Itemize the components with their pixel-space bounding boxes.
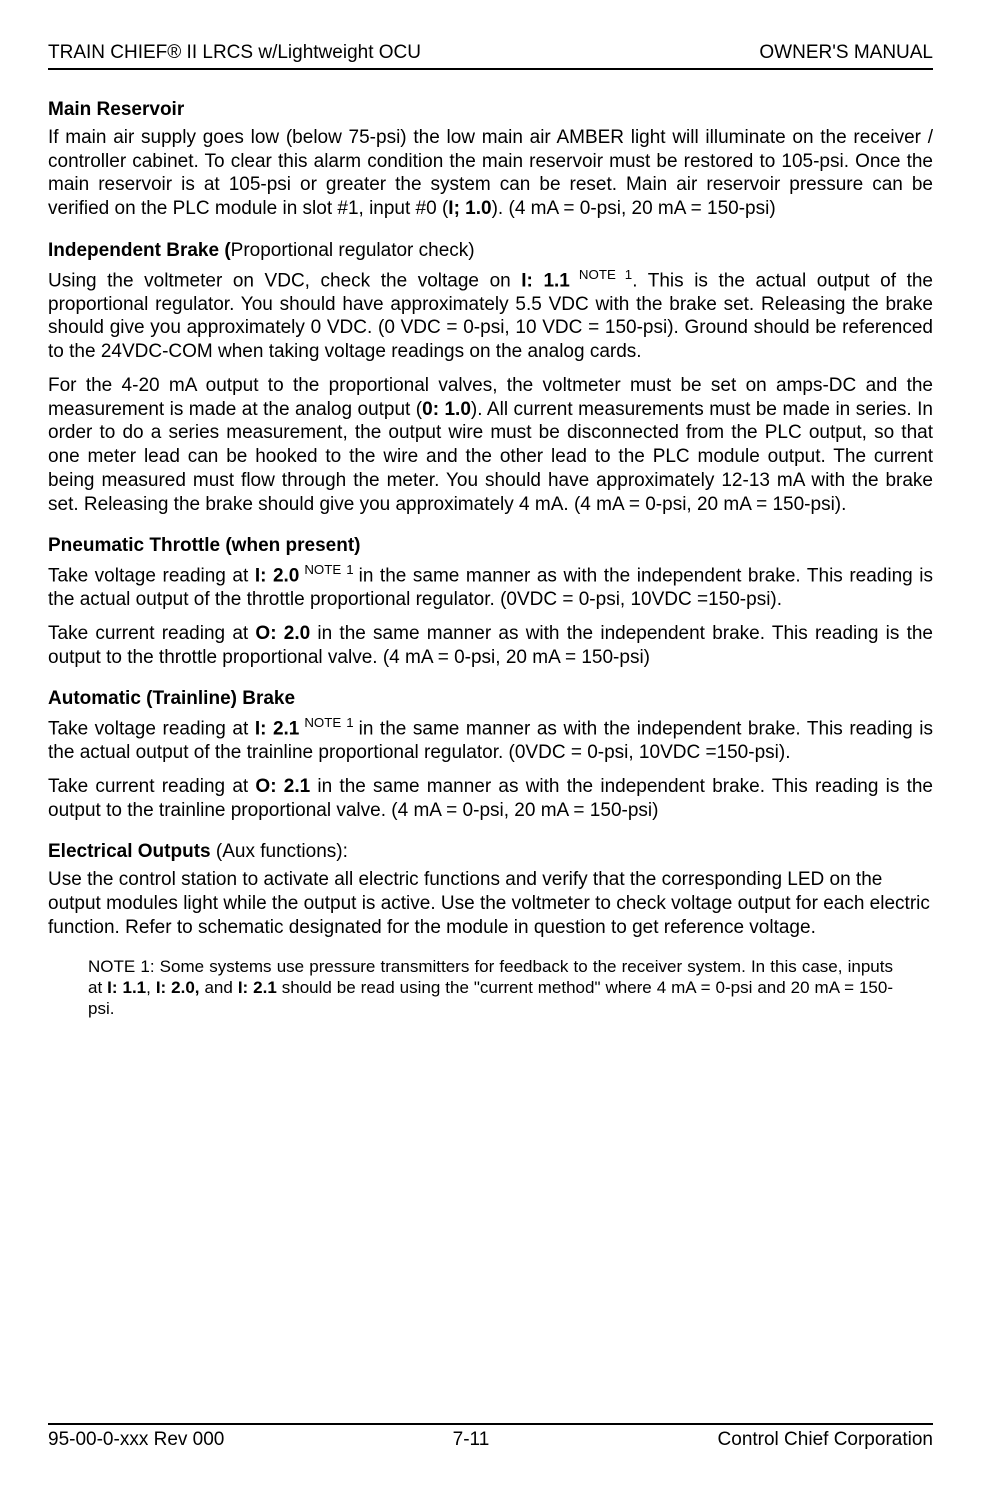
text: , (146, 978, 156, 997)
footer-center: 7-11 (453, 1429, 490, 1451)
text: ). (4 mA = 0-psi, 20 mA = 150-psi) (492, 198, 776, 219)
text: Take current reading at (48, 623, 255, 644)
heading-independent-brake: Independent Brake (Proportional regulato… (48, 239, 933, 263)
heading-bold: Independent Brake ( (48, 240, 231, 261)
io-ref: I; 1.0 (448, 198, 491, 219)
para-ind-brake-2: For the 4-20 mA output to the proportion… (48, 374, 933, 517)
note-ref: NOTE 1 (570, 267, 632, 282)
text: Using the voltmeter on VDC, check the vo… (48, 270, 521, 291)
io-ref: I: 1.1 (521, 270, 570, 291)
heading-paren: (Aux functions): (216, 841, 348, 862)
io-ref: I: 2.0, (156, 978, 200, 997)
header-right: OWNER'S MANUAL (759, 42, 933, 64)
para-main-reservoir: If main air supply goes low (below 75-ps… (48, 126, 933, 221)
text: Take current reading at (48, 776, 255, 797)
footer-left: 95-00-0-xxx Rev 000 (48, 1429, 224, 1451)
io-ref: 0: 1.0 (422, 399, 471, 420)
note-ref: NOTE 1 (299, 562, 358, 577)
para-pneu-1: Take voltage reading at I: 2.0 NOTE 1 in… (48, 562, 933, 612)
text: Take voltage reading at (48, 565, 255, 586)
io-ref: O: 2.0 (255, 623, 310, 644)
io-ref: I: 2.1 (238, 978, 277, 997)
para-auto-1: Take voltage reading at I: 2.1 NOTE 1 in… (48, 715, 933, 765)
heading-main-reservoir: Main Reservoir (48, 98, 933, 122)
para-electrical: Use the control station to activate all … (48, 868, 933, 939)
heading-pneumatic-throttle: Pneumatic Throttle (when present) (48, 534, 933, 558)
footer-right: Control Chief Corporation (718, 1429, 933, 1451)
note-1: NOTE 1: Some systems use pressure transm… (88, 957, 893, 1019)
text: and (200, 978, 238, 997)
header-left: TRAIN CHIEF® II LRCS w/Lightweight OCU (48, 42, 421, 64)
page-content: Main Reservoir If main air supply goes l… (48, 98, 933, 1020)
heading-paren: Proportional regulator check) (231, 240, 475, 261)
para-auto-2: Take current reading at O: 2.1 in the sa… (48, 775, 933, 823)
heading-electrical-outputs: Electrical Outputs (Aux functions): (48, 840, 933, 864)
io-ref: O: 2.1 (255, 776, 310, 797)
page-header: TRAIN CHIEF® II LRCS w/Lightweight OCU O… (48, 42, 933, 70)
io-ref: I: 1.1 (107, 978, 146, 997)
para-ind-brake-1: Using the voltmeter on VDC, check the vo… (48, 267, 933, 364)
para-pneu-2: Take current reading at O: 2.0 in the sa… (48, 622, 933, 670)
heading-automatic-brake: Automatic (Trainline) Brake (48, 687, 933, 711)
io-ref: I: 2.0 (255, 565, 300, 586)
heading-bold: Electrical Outputs (48, 841, 216, 862)
text: Take voltage reading at (48, 718, 255, 739)
page-footer: 95-00-0-xxx Rev 000 7-11 Control Chief C… (48, 1423, 933, 1451)
io-ref: I: 2.1 (255, 718, 300, 739)
note-ref: NOTE 1 (299, 715, 358, 730)
